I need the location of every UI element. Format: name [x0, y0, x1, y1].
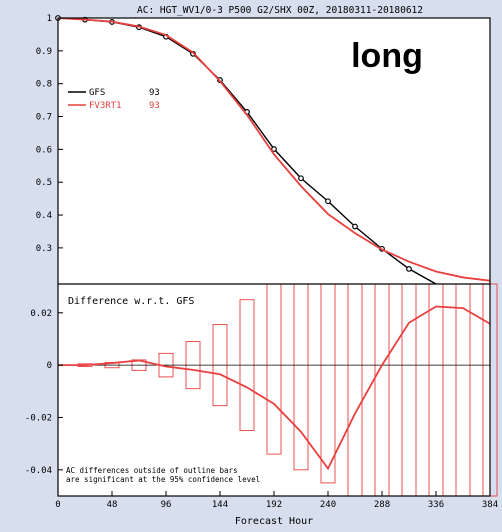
ac-y-tick-label: 0.8 — [36, 80, 52, 90]
ac-y-tick-label: 0.9 — [36, 47, 52, 57]
chart-title: AC: HGT_WV1/0-3 P500 G2/SHX 00Z, 2018031… — [137, 5, 423, 16]
fv3rt1-series-line — [58, 18, 490, 282]
x-tick-label: 240 — [320, 500, 336, 510]
diff-y-tick-label: -0.04 — [25, 466, 52, 476]
ac-y-tick-label: 0.4 — [36, 211, 52, 221]
significance-note-line: AC differences outside of outline bars — [66, 466, 238, 475]
gfs-legend-count: 93 — [149, 88, 160, 98]
x-axis-label: Forecast Hour — [235, 516, 313, 527]
gfs-legend-name: GFS — [89, 88, 105, 98]
fv3rt1-legend-name: FV3RT1 — [89, 101, 122, 111]
diff-y-tick-label: 0 — [47, 361, 52, 371]
gfs-point — [325, 198, 331, 205]
long-badge: long — [351, 37, 423, 75]
gfs-point — [406, 265, 412, 272]
x-axis: 0 48 96 144 192 240 288 336 384 — [55, 491, 498, 510]
x-tick-label: 384 — [482, 500, 498, 510]
x-tick-label: 192 — [266, 500, 282, 510]
significance-note-line: are significant at the 95% confidence le… — [66, 475, 260, 484]
diff-y-tick-label: -0.02 — [25, 413, 52, 423]
diff-y-tick-label: 0.02 — [30, 309, 52, 319]
difference-series-line — [58, 305, 491, 471]
gfs-point — [271, 146, 277, 152]
x-tick-label: 144 — [212, 500, 228, 510]
ac-panel: 1 0.9 0.8 0.7 0.6 0.5 0.4 0.3 GFS 93 FV3RT1 93 — [36, 14, 490, 284]
x-tick-label: 336 — [428, 500, 444, 510]
fv3rt1-legend-count: 93 — [149, 101, 160, 111]
x-tick-label: 288 — [374, 500, 390, 510]
x-tick-label: 48 — [107, 500, 118, 510]
ac-y-tick-label: 0.6 — [36, 145, 52, 155]
ac-y-tick-label: 0.5 — [36, 178, 52, 188]
gfs-point — [298, 175, 304, 182]
x-tick-label: 96 — [161, 500, 172, 510]
gfs-point — [352, 223, 358, 230]
difference-panel-label: Difference w.r.t. GFS — [68, 296, 194, 307]
plot-background — [58, 18, 490, 496]
ac-y-tick-label: 1 — [47, 14, 52, 24]
difference-panel: 0.02 0 -0.02 -0.04 Difference w.r.t. GFS AC d… — [25, 283, 498, 497]
x-tick-label: 0 — [55, 500, 60, 510]
ac-y-tick-label: 0.3 — [36, 244, 52, 254]
ac-y-tick-label: 0.7 — [36, 113, 52, 123]
